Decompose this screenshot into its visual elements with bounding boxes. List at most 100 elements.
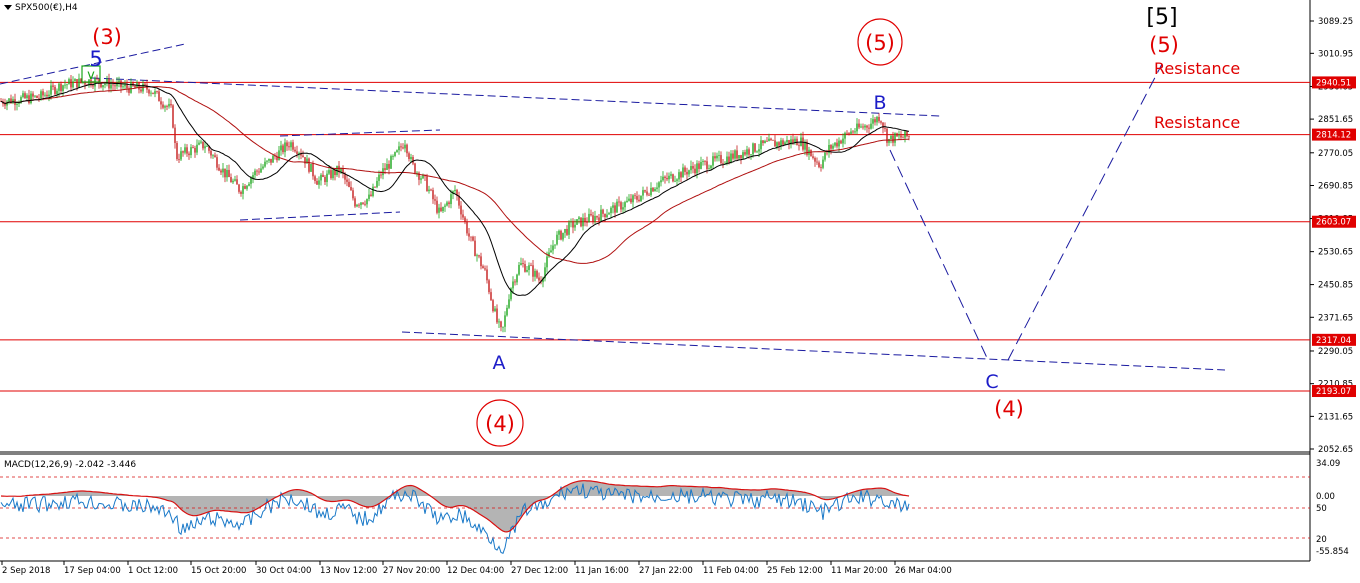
macd-hist-bar xyxy=(228,496,230,512)
candle-body xyxy=(718,155,720,156)
macd-hist-bar xyxy=(546,496,548,499)
macd-hist-bar xyxy=(288,491,290,496)
candle-body xyxy=(334,169,336,176)
macd-hist-bar xyxy=(114,494,116,496)
candle-body xyxy=(444,205,446,207)
projection-c-to-5 xyxy=(1007,63,1163,361)
wave-3-label: (3) xyxy=(92,25,122,49)
candle-body xyxy=(252,175,254,179)
candle-body xyxy=(362,202,364,204)
macd-hist-bar xyxy=(294,489,296,496)
macd-hist-bar xyxy=(208,496,210,512)
candle-body xyxy=(186,147,188,154)
macd-hist-bar xyxy=(74,491,76,496)
candle-body xyxy=(762,140,764,144)
macd-hist-bar xyxy=(386,496,388,499)
candle-body xyxy=(66,84,68,86)
macd-hist-bar xyxy=(470,496,472,509)
macd-hist-bar xyxy=(750,489,752,496)
candle-body xyxy=(896,133,898,137)
candle-body xyxy=(224,168,226,178)
macd-hist-bar xyxy=(454,496,456,507)
macd-hist-bar xyxy=(598,482,600,496)
macd-hist-bar xyxy=(788,490,790,496)
macd-hist-bar xyxy=(732,488,734,496)
level-tag-label: 2193.07 xyxy=(1316,387,1351,397)
macd-hist-bar xyxy=(410,485,412,496)
candle-body xyxy=(202,141,204,149)
macd-hist-bar xyxy=(596,481,598,496)
macd-hist-bar xyxy=(888,490,890,496)
candle-body xyxy=(786,140,788,143)
candle-body xyxy=(208,146,210,151)
candle-body xyxy=(196,144,198,153)
candle-body xyxy=(308,158,310,172)
candle-body xyxy=(410,157,412,159)
macd-hist-bar xyxy=(292,489,294,496)
macd-hist-bar xyxy=(848,493,850,496)
macd-hist-bar xyxy=(900,494,902,496)
candle-body xyxy=(172,105,174,128)
candle-body xyxy=(826,152,828,154)
candle-body xyxy=(368,194,370,199)
macd-hist-bar xyxy=(418,488,420,496)
price-pane[interactable] xyxy=(0,0,1310,452)
level-tag xyxy=(1312,215,1356,228)
candle-body xyxy=(412,157,414,164)
candle-body xyxy=(242,186,244,194)
candle-body xyxy=(28,95,30,104)
macd-hist-bar xyxy=(716,487,718,496)
candle-body xyxy=(556,234,558,245)
candle-body xyxy=(486,269,488,281)
time-label: 2 Sep 2018 xyxy=(2,566,50,576)
candlesticks[interactable] xyxy=(0,73,910,333)
macd-hist-bar xyxy=(158,496,160,498)
macd-hist-bar xyxy=(96,491,98,496)
wave-5-target-label: (5) xyxy=(1149,33,1179,57)
macd-hist-bar xyxy=(262,496,264,506)
candle-body xyxy=(420,178,422,180)
candle-body xyxy=(602,209,604,214)
candle-body xyxy=(446,202,448,206)
candle-body xyxy=(360,202,362,206)
macd-hist-bar xyxy=(214,496,216,511)
candle-body xyxy=(534,270,536,277)
candle-body xyxy=(36,95,38,98)
candle-body xyxy=(626,200,628,203)
candle-body xyxy=(324,176,326,183)
macd-hist-bar xyxy=(66,492,68,496)
candle-body xyxy=(506,307,508,316)
macd-hist-bar xyxy=(54,493,56,496)
candle-body xyxy=(570,221,572,223)
macd-hist-bar xyxy=(534,496,536,503)
macd-hist-bar xyxy=(484,496,486,518)
candle-body xyxy=(670,174,672,176)
candle-body xyxy=(100,83,102,88)
candle-body xyxy=(442,206,444,212)
macd-hist-bar xyxy=(798,491,800,496)
candle-body xyxy=(318,180,320,185)
symbol-dropdown-icon[interactable] xyxy=(4,5,12,10)
macd-hist-bar xyxy=(38,494,40,496)
macd-hist-bar xyxy=(296,489,298,496)
candle-body xyxy=(716,155,718,159)
candle-body xyxy=(354,198,356,207)
macd-hist-bar xyxy=(666,485,668,496)
candle-body xyxy=(644,190,646,192)
candle-body xyxy=(46,94,48,97)
candle-body xyxy=(554,244,556,246)
level-tag xyxy=(1312,385,1356,398)
macd-hist-bar xyxy=(688,486,690,496)
macd-hist-bar xyxy=(172,496,174,502)
macd-hist-bar xyxy=(684,486,686,496)
macd-hist-bar xyxy=(324,496,326,501)
candle-body xyxy=(888,139,890,143)
candle-body xyxy=(440,207,442,212)
macd-hist-bar xyxy=(696,486,698,496)
macd-hist-bar xyxy=(62,492,64,496)
macd-hist-bar xyxy=(544,496,546,500)
macd-line xyxy=(0,483,910,554)
price-tick-label: 2450.85 xyxy=(1318,281,1353,291)
macd-hist-bar xyxy=(182,496,184,512)
